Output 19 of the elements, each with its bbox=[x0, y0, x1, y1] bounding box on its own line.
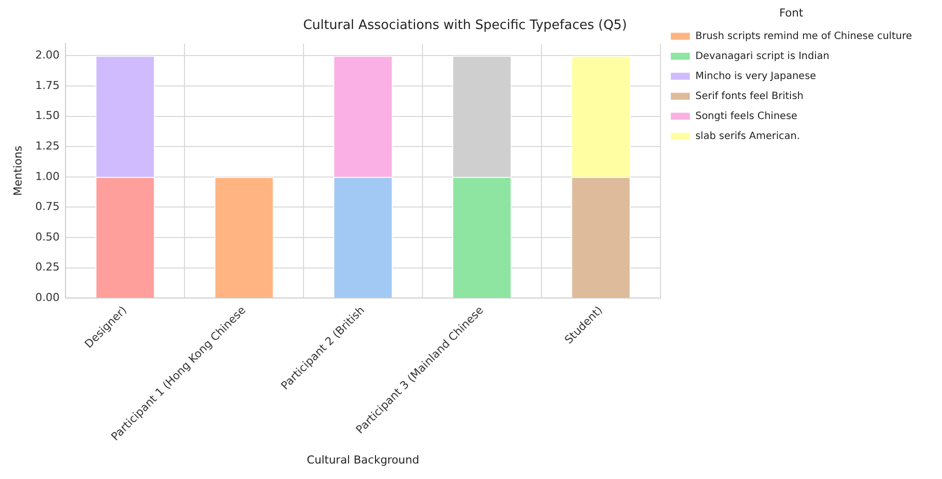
y-tick-label: 1.50 bbox=[35, 109, 60, 122]
y-tick-label: 1.00 bbox=[35, 170, 60, 183]
y-tick-label: 2.00 bbox=[35, 48, 60, 62]
legend-title: Font bbox=[779, 6, 804, 20]
y-tick-label: 0.25 bbox=[35, 260, 60, 274]
legend-label: slab serifs American. bbox=[695, 130, 800, 142]
y-tick-label: 1.25 bbox=[35, 139, 60, 152]
y-tick-label: 0.00 bbox=[35, 290, 60, 304]
x-axis-title: Cultural Background bbox=[306, 453, 420, 466]
chart-title: Cultural Associations with Specific Typefaces (Q5) bbox=[303, 18, 627, 34]
y-tick-label: 0.75 bbox=[35, 200, 60, 214]
legend-label: Songti feels Chinese bbox=[695, 110, 798, 122]
legend-label: Serif fonts feel British bbox=[695, 90, 804, 102]
legend-label: Brush scripts remind me of Chinese culture bbox=[695, 30, 912, 42]
legend-label: Mincho is very Japanese bbox=[695, 70, 816, 82]
y-tick-label: 0.50 bbox=[35, 230, 60, 244]
legend-label: Devanagari script is Indian bbox=[695, 50, 830, 62]
y-tick-label: 1.75 bbox=[35, 78, 60, 92]
y-axis-title: Mentions bbox=[11, 146, 24, 196]
